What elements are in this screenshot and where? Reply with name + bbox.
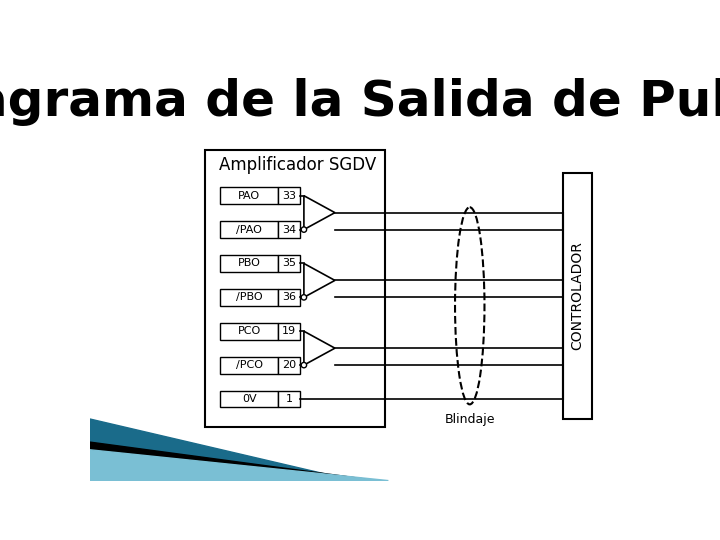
Bar — [204, 150, 384, 427]
Text: 34: 34 — [282, 225, 296, 234]
Text: /PAO: /PAO — [236, 225, 262, 234]
Text: Diagrama de la Salida de Pulsos: Diagrama de la Salida de Pulsos — [0, 78, 720, 126]
Bar — [220, 255, 279, 272]
Bar — [279, 187, 300, 204]
Polygon shape — [304, 331, 335, 365]
Bar — [279, 323, 300, 340]
Text: 35: 35 — [282, 259, 296, 268]
Bar — [220, 356, 279, 374]
Circle shape — [301, 295, 307, 300]
Text: PAO: PAO — [238, 191, 261, 201]
Text: PBO: PBO — [238, 259, 261, 268]
Bar — [279, 356, 300, 374]
Text: Amplificador SGDV: Amplificador SGDV — [219, 156, 376, 174]
Polygon shape — [90, 442, 377, 481]
Text: 1: 1 — [286, 394, 292, 404]
Circle shape — [301, 362, 307, 368]
Bar — [220, 187, 279, 204]
Bar — [279, 390, 300, 408]
Text: 0V: 0V — [242, 394, 256, 404]
Bar — [279, 289, 300, 306]
Bar — [220, 390, 279, 408]
Circle shape — [301, 227, 307, 232]
Text: 19: 19 — [282, 326, 296, 336]
Text: /PCO: /PCO — [235, 360, 263, 370]
Polygon shape — [304, 195, 335, 230]
Bar — [220, 289, 279, 306]
Text: 33: 33 — [282, 191, 296, 201]
Polygon shape — [304, 264, 335, 298]
Text: 20: 20 — [282, 360, 296, 370]
Text: /PBO: /PBO — [236, 292, 263, 302]
Bar — [279, 221, 300, 238]
Bar — [220, 323, 279, 340]
Bar — [279, 255, 300, 272]
Polygon shape — [90, 419, 354, 481]
Text: 36: 36 — [282, 292, 296, 302]
Text: PCO: PCO — [238, 326, 261, 336]
Text: Blindaje: Blindaje — [444, 413, 495, 426]
Polygon shape — [90, 450, 388, 481]
Bar — [563, 173, 593, 419]
Text: CONTROLADOR: CONTROLADOR — [570, 241, 585, 350]
Bar — [220, 221, 279, 238]
